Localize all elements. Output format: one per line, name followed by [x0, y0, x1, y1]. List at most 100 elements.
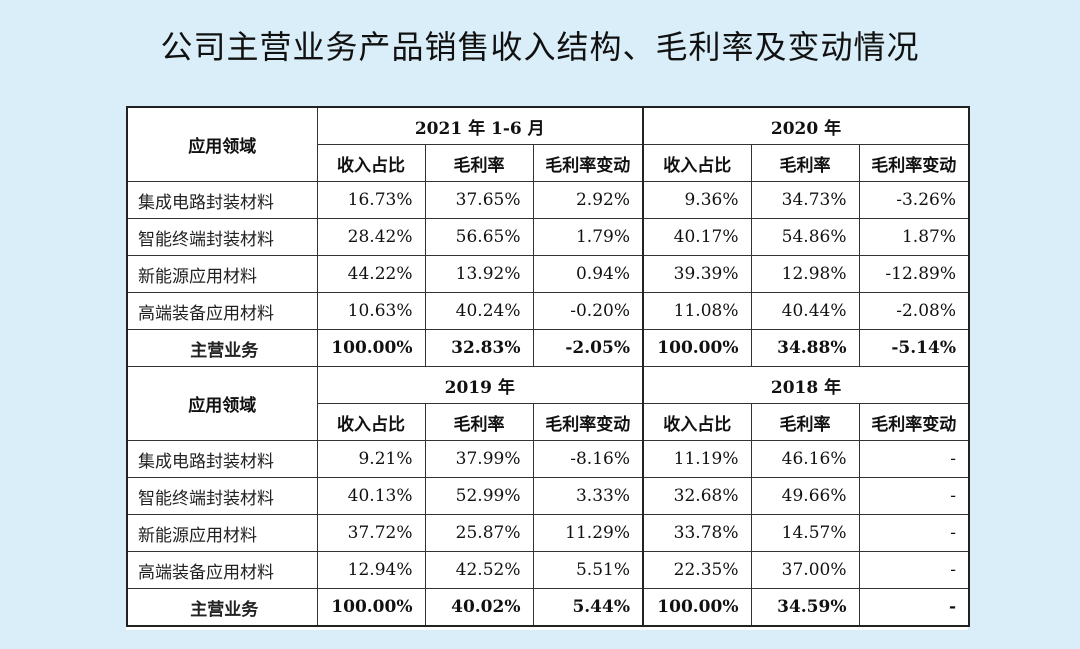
row-label: 智能终端封装材料: [126, 218, 318, 256]
column-header: 收入占比: [316, 403, 426, 441]
total-label: 主营业务: [126, 588, 318, 627]
table-row: 新能源应用材料 44.22% 13.92% 0.94% 39.39% 12.98% -12.…: [126, 255, 970, 293]
column-header: 收入占比: [642, 144, 752, 182]
period-header-row: 应用领域 2019 年 2018 年: [126, 366, 970, 441]
row-label: 智能终端封装材料: [126, 477, 318, 515]
total-cell: 100.00%: [642, 588, 752, 627]
period-header: 2021 年 1-6 月: [316, 106, 644, 145]
table-cell: 1.87%: [858, 218, 970, 256]
table-cell: 46.16%: [750, 440, 860, 478]
table-cell: 28.42%: [316, 218, 426, 256]
column-header-row: 收入占比 毛利率 毛利率变动 收入占比 毛利率 毛利率变动: [127, 144, 970, 182]
table-cell: 12.94%: [316, 551, 426, 589]
table-cell: 11.19%: [642, 440, 752, 478]
table-cell: 11.08%: [642, 292, 752, 330]
table-row: 新能源应用材料 37.72% 25.87% 11.29% 33.78% 14.57% -: [126, 514, 970, 552]
table-cell: 32.68%: [642, 477, 752, 515]
table-cell: 16.73%: [316, 181, 426, 219]
table-row: 智能终端封装材料 28.42% 56.65% 1.79% 40.17% 54.86% 1.8…: [126, 218, 970, 256]
table-row: 高端装备应用材料 10.63% 40.24% -0.20% 11.08% 40.44% -2…: [126, 292, 970, 330]
column-header: 毛利率: [424, 403, 534, 441]
table-cell: 34.73%: [750, 181, 860, 219]
table-row: 集成电路封装材料 16.73% 37.65% 2.92% 9.36% 34.73% -3.2…: [126, 181, 970, 219]
table-cell: 9.36%: [642, 181, 752, 219]
total-cell: 34.88%: [750, 329, 860, 367]
row-label: 集成电路封装材料: [126, 440, 318, 478]
table-cell: 49.66%: [750, 477, 860, 515]
table-cell: -0.20%: [532, 292, 644, 330]
table-cell: 3.33%: [532, 477, 644, 515]
table-cell: -3.26%: [858, 181, 970, 219]
revenue-margin-table-container: 应用领域 2021 年 1-6 月 2020 年收入占比 毛利率 毛利率变动 收入占比 毛利…: [126, 106, 970, 630]
column-header: 毛利率变动: [858, 403, 970, 441]
page-title: 公司主营业务产品销售收入结构、毛利率及变动情况: [160, 28, 920, 66]
total-cell: 32.83%: [424, 329, 534, 367]
total-cell: -5.14%: [858, 329, 970, 367]
field-header: 应用领域: [126, 106, 318, 182]
table-cell: 22.35%: [642, 551, 752, 589]
total-label: 主营业务: [126, 329, 318, 367]
field-header: 应用领域: [126, 366, 318, 441]
total-cell: -2.05%: [532, 329, 644, 367]
total-cell: -: [858, 588, 970, 627]
table-cell: 25.87%: [424, 514, 534, 552]
table-cell: -: [858, 477, 970, 515]
total-cell: 40.02%: [424, 588, 534, 627]
period-header: 2020 年: [642, 106, 970, 145]
total-row: 主营业务 100.00% 40.02% 5.44% 100.00% 34.59% -: [126, 588, 970, 627]
column-header: 毛利率: [750, 144, 860, 182]
row-label: 集成电路封装材料: [126, 181, 318, 219]
table-cell: 44.22%: [316, 255, 426, 293]
total-cell: 100.00%: [316, 588, 426, 627]
table-cell: 12.98%: [750, 255, 860, 293]
table-cell: 14.57%: [750, 514, 860, 552]
table-cell: 37.00%: [750, 551, 860, 589]
column-header: 收入占比: [642, 403, 752, 441]
table-cell: 42.52%: [424, 551, 534, 589]
table-row: 高端装备应用材料 12.94% 42.52% 5.51% 22.35% 37.00% -: [126, 551, 970, 589]
column-header: 毛利率变动: [532, 144, 644, 182]
row-label: 高端装备应用材料: [126, 551, 318, 589]
table-cell: 2.92%: [532, 181, 644, 219]
table-cell: 40.24%: [424, 292, 534, 330]
total-row: 主营业务 100.00% 32.83% -2.05% 100.00% 34.88% -5.1…: [126, 329, 970, 367]
row-label: 新能源应用材料: [126, 255, 318, 293]
table-cell: 5.51%: [532, 551, 644, 589]
row-label: 新能源应用材料: [126, 514, 318, 552]
table-cell: 11.29%: [532, 514, 644, 552]
table-row: 智能终端封装材料 40.13% 52.99% 3.33% 32.68% 49.66% -: [126, 477, 970, 515]
table-cell: 40.17%: [642, 218, 752, 256]
table-cell: 0.94%: [532, 255, 644, 293]
table-cell: 37.99%: [424, 440, 534, 478]
table-cell: 9.21%: [316, 440, 426, 478]
table-cell: 40.13%: [316, 477, 426, 515]
row-label: 高端装备应用材料: [126, 292, 318, 330]
table-cell: 10.63%: [316, 292, 426, 330]
table-row: 集成电路封装材料 9.21% 37.99% -8.16% 11.19% 46.16% -: [126, 440, 970, 478]
table-cell: 1.79%: [532, 218, 644, 256]
total-cell: 100.00%: [316, 329, 426, 367]
table-cell: 56.65%: [424, 218, 534, 256]
table-cell: -: [858, 440, 970, 478]
revenue-margin-table: 应用领域 2021 年 1-6 月 2020 年收入占比 毛利率 毛利率变动 收入占比 毛利…: [126, 106, 970, 627]
table-cell: 13.92%: [424, 255, 534, 293]
table-cell: -2.08%: [858, 292, 970, 330]
column-header-row: 收入占比 毛利率 毛利率变动 收入占比 毛利率 毛利率变动: [127, 403, 970, 441]
total-cell: 100.00%: [642, 329, 752, 367]
column-header: 收入占比: [316, 144, 426, 182]
table-body: 应用领域 2021 年 1-6 月 2020 年收入占比 毛利率 毛利率变动 收入占比 毛利…: [126, 106, 970, 627]
table-cell: 39.39%: [642, 255, 752, 293]
column-header: 毛利率: [750, 403, 860, 441]
table-cell: -12.89%: [858, 255, 970, 293]
period-header: 2019 年: [316, 366, 644, 404]
period-header-row: 应用领域 2021 年 1-6 月 2020 年: [126, 106, 970, 182]
total-cell: 5.44%: [532, 588, 644, 627]
table-cell: 52.99%: [424, 477, 534, 515]
table-cell: -: [858, 514, 970, 552]
table-cell: -: [858, 551, 970, 589]
total-cell: 34.59%: [750, 588, 860, 627]
period-header: 2018 年: [642, 366, 970, 404]
table-cell: 40.44%: [750, 292, 860, 330]
table-cell: 37.72%: [316, 514, 426, 552]
table-cell: 33.78%: [642, 514, 752, 552]
